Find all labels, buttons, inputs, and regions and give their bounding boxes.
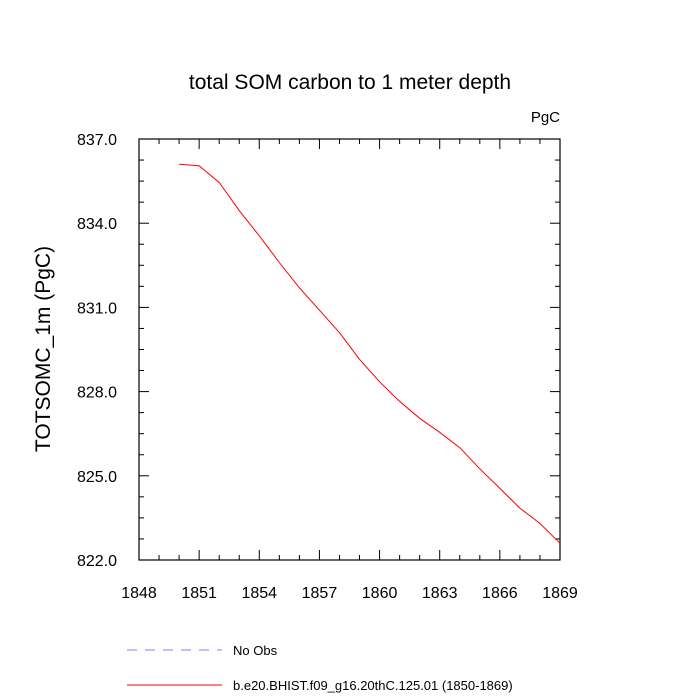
x-tick-label: 1857	[302, 585, 338, 602]
y-tick-label: 822.0	[77, 553, 117, 570]
y-tick-label: 825.0	[77, 469, 117, 486]
x-tick-label: 1869	[542, 585, 578, 602]
y-tick-label: 837.0	[77, 132, 117, 149]
plot-frame	[138, 138, 561, 561]
chart-title: total SOM carbon to 1 meter depth	[189, 71, 511, 94]
legend: No Obs b.e20.BHIST.f09_g16.20thC.125.01 …	[127, 643, 513, 693]
series-line	[179, 163, 561, 544]
y-tick-label: 834.0	[77, 216, 117, 233]
x-axis: 1848 1851 1854 1857 1860 1863 1866 1869	[121, 139, 578, 602]
x-tick-label: 1866	[482, 585, 518, 602]
x-tick-label: 1863	[422, 585, 458, 602]
y-tick-label: 828.0	[77, 385, 117, 402]
series-group	[179, 163, 561, 544]
x-tick-label: 1848	[121, 585, 157, 602]
y-tick-label: 831.0	[77, 300, 117, 317]
plot-area	[138, 138, 561, 561]
legend-label-series: b.e20.BHIST.f09_g16.20thC.125.01 (1850-1…	[233, 678, 513, 693]
x-tick-label: 1860	[362, 585, 398, 602]
units-label: PgC	[531, 109, 560, 126]
x-tick-label: 1854	[241, 585, 277, 602]
y-axis-label: TOTSOMC_1m (PgC)	[32, 246, 55, 452]
legend-label-no-obs: No Obs	[233, 643, 278, 658]
y-axis: 822.0 825.0 828.0 831.0 834.0 837.0	[77, 132, 560, 570]
x-tick-label: 1851	[181, 585, 217, 602]
